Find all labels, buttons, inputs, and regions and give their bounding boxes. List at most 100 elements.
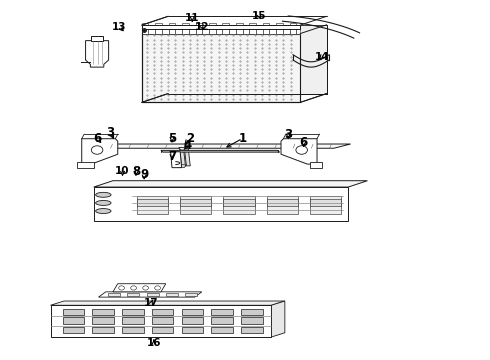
Text: 4: 4 — [183, 139, 192, 152]
Text: 16: 16 — [147, 338, 161, 348]
Bar — [241, 309, 263, 315]
Polygon shape — [276, 23, 283, 33]
Polygon shape — [270, 27, 276, 33]
Polygon shape — [189, 27, 196, 33]
Polygon shape — [142, 23, 148, 33]
Text: 7: 7 — [168, 149, 176, 162]
Text: 9: 9 — [140, 168, 148, 181]
Polygon shape — [175, 27, 182, 33]
Polygon shape — [229, 27, 236, 33]
Polygon shape — [185, 149, 190, 166]
Text: 17: 17 — [144, 298, 159, 308]
Polygon shape — [169, 23, 175, 33]
Bar — [182, 327, 203, 333]
Bar — [152, 317, 173, 324]
Bar — [182, 317, 203, 324]
Text: 8: 8 — [132, 165, 140, 178]
Polygon shape — [82, 139, 118, 164]
Polygon shape — [86, 41, 109, 67]
Polygon shape — [168, 25, 327, 94]
Polygon shape — [243, 27, 249, 33]
Polygon shape — [180, 149, 185, 166]
Ellipse shape — [96, 201, 111, 206]
Bar — [223, 196, 255, 213]
Polygon shape — [202, 27, 209, 33]
Bar — [211, 317, 233, 324]
Text: 13: 13 — [112, 22, 126, 32]
Polygon shape — [142, 33, 300, 102]
Bar — [122, 317, 144, 324]
Bar — [137, 199, 168, 207]
Bar — [180, 199, 211, 207]
Polygon shape — [236, 23, 243, 33]
Polygon shape — [155, 23, 162, 33]
Text: 6: 6 — [299, 136, 308, 149]
Bar — [137, 196, 168, 213]
Polygon shape — [216, 27, 222, 33]
Text: 12: 12 — [195, 22, 209, 32]
Bar — [267, 199, 298, 207]
Polygon shape — [50, 301, 285, 305]
Text: 6: 6 — [93, 132, 101, 145]
Polygon shape — [271, 301, 285, 337]
Polygon shape — [283, 27, 290, 33]
Polygon shape — [310, 162, 322, 168]
Bar — [91, 36, 103, 41]
Polygon shape — [249, 23, 256, 33]
Text: 3: 3 — [284, 128, 292, 141]
Polygon shape — [179, 148, 186, 150]
Bar — [92, 327, 114, 333]
Bar — [108, 293, 120, 296]
Bar — [147, 293, 159, 296]
Bar — [241, 327, 263, 333]
Polygon shape — [222, 23, 229, 33]
Bar — [223, 199, 255, 207]
Bar — [310, 196, 341, 213]
Bar — [122, 327, 144, 333]
Bar — [50, 305, 271, 337]
Ellipse shape — [96, 208, 111, 213]
Polygon shape — [171, 152, 182, 168]
Bar — [142, 25, 300, 29]
Bar — [92, 309, 114, 315]
Text: 14: 14 — [315, 51, 329, 62]
Bar — [127, 293, 139, 296]
Polygon shape — [182, 23, 189, 33]
Polygon shape — [179, 165, 186, 167]
Bar — [166, 293, 178, 296]
Bar — [267, 196, 298, 213]
Polygon shape — [256, 27, 263, 33]
Bar — [152, 309, 173, 315]
Text: 15: 15 — [252, 11, 267, 21]
Polygon shape — [196, 23, 202, 33]
Polygon shape — [77, 162, 94, 168]
Polygon shape — [113, 284, 166, 292]
Bar — [92, 317, 114, 324]
Text: 2: 2 — [186, 132, 194, 145]
Polygon shape — [94, 181, 368, 187]
Polygon shape — [98, 292, 202, 297]
Bar — [152, 327, 173, 333]
Bar — [180, 196, 211, 213]
Polygon shape — [296, 27, 300, 33]
Text: 1: 1 — [239, 132, 246, 145]
Bar — [185, 293, 197, 296]
Bar — [211, 309, 233, 315]
Bar — [122, 309, 144, 315]
Polygon shape — [263, 23, 270, 33]
Polygon shape — [281, 139, 317, 164]
Text: 11: 11 — [185, 13, 199, 23]
Bar — [182, 309, 203, 315]
Text: 5: 5 — [168, 132, 176, 145]
Polygon shape — [161, 150, 280, 152]
Bar — [63, 317, 84, 324]
Polygon shape — [98, 144, 351, 148]
Polygon shape — [209, 23, 216, 33]
Polygon shape — [162, 27, 169, 33]
Bar — [310, 199, 341, 207]
Text: 10: 10 — [115, 166, 130, 176]
Bar — [63, 309, 84, 315]
Polygon shape — [290, 23, 296, 33]
Polygon shape — [148, 27, 155, 33]
Ellipse shape — [96, 192, 111, 197]
